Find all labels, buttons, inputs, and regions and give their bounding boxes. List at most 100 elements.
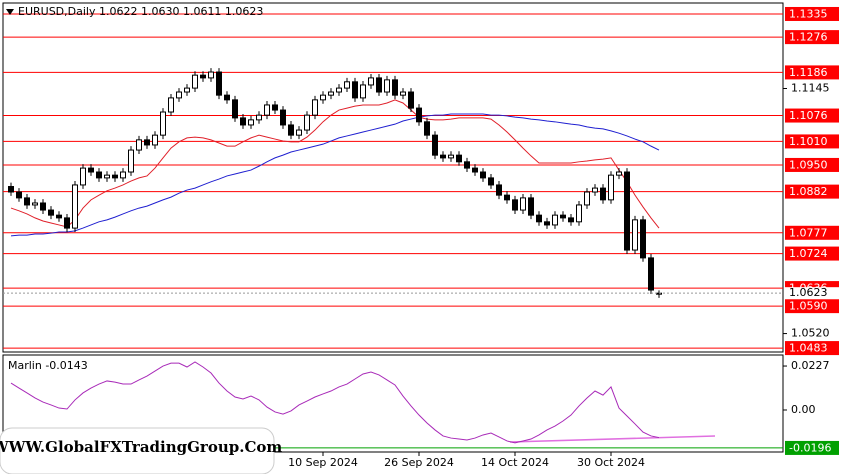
level-tag xyxy=(785,157,839,172)
candle-body xyxy=(288,124,294,136)
indicator-title: Marlin -0.0143 xyxy=(8,359,88,372)
candle-body xyxy=(312,99,318,116)
level-label: 1.0950 xyxy=(789,158,828,171)
candle-body xyxy=(432,134,438,156)
candle-body xyxy=(424,121,430,136)
candle-body xyxy=(136,139,142,151)
level-tag xyxy=(785,341,839,356)
candle-body xyxy=(264,104,270,116)
indicator-line xyxy=(10,361,660,444)
candle-body xyxy=(616,171,622,176)
candle-body xyxy=(168,97,174,113)
candle-body xyxy=(536,214,542,223)
level-label: 1.0882 xyxy=(789,185,828,198)
candle-body xyxy=(200,74,206,79)
candle-body xyxy=(216,71,222,96)
x-tick-label: 26 Sep 2024 xyxy=(384,456,454,469)
candle-body xyxy=(232,99,238,119)
candle-body xyxy=(64,217,70,229)
candle-body xyxy=(552,214,558,226)
candle-body xyxy=(456,154,462,163)
candle-body xyxy=(208,71,214,79)
level-label: 1.0590 xyxy=(789,300,828,313)
level-label: 1.1335 xyxy=(789,7,828,20)
candle-body xyxy=(520,197,526,211)
y-tick-label: 1.0520 xyxy=(791,327,830,340)
chart-title: EURUSD,Daily 1.0622 1.0630 1.0611 1.0623 xyxy=(18,5,263,18)
level-label: 1.0483 xyxy=(789,342,828,355)
y-tick-label: 1.1145 xyxy=(791,81,830,94)
moving-average xyxy=(10,113,660,237)
candle-body xyxy=(392,79,398,96)
candle-body xyxy=(336,87,342,93)
candle-body xyxy=(640,219,646,259)
candle-body xyxy=(240,117,246,126)
candle-body xyxy=(296,129,302,136)
candle-body xyxy=(272,104,278,111)
moving-average xyxy=(10,99,660,229)
candle-body xyxy=(512,199,518,211)
candle-body xyxy=(480,171,486,179)
level-tag xyxy=(785,184,839,199)
level-label: 1.0724 xyxy=(789,247,828,260)
candle-body xyxy=(104,174,110,179)
candle-body xyxy=(192,74,198,89)
candle-body xyxy=(368,77,374,86)
price-tag xyxy=(785,287,839,300)
candle-body xyxy=(648,257,654,291)
plot-layer: 1.1145 1.0520 1.1335 1.1276 1.1186 1.1076 1.10… xyxy=(3,5,839,469)
candle-body xyxy=(496,184,502,196)
candle-body xyxy=(144,139,150,146)
candle-body xyxy=(440,154,446,159)
candle-body xyxy=(608,174,614,201)
candle-body xyxy=(464,161,470,169)
candle-body xyxy=(560,214,566,219)
candle-body xyxy=(448,154,454,159)
candle-body xyxy=(16,191,22,199)
indicator-panel xyxy=(2,354,784,453)
candle-body xyxy=(376,77,382,93)
candle-body xyxy=(504,194,510,201)
x-tick-label: 10 Sep 2024 xyxy=(288,456,358,469)
level-tag xyxy=(785,299,839,314)
level-tag xyxy=(785,440,839,455)
candle-body xyxy=(472,167,478,173)
y-tick-label: 0.00 xyxy=(791,403,816,416)
x-tick-label: 14 Oct 2024 xyxy=(481,456,549,469)
candle-body xyxy=(384,79,390,93)
level-tag xyxy=(785,30,839,45)
candle-body xyxy=(320,94,326,101)
candle-body xyxy=(112,174,118,179)
candle-body xyxy=(304,114,310,131)
candle-body xyxy=(120,171,126,179)
level-tag xyxy=(785,134,839,149)
level-label: 1.1076 xyxy=(789,109,828,122)
candle-body xyxy=(8,186,14,193)
candle-body xyxy=(632,219,638,251)
candle-body xyxy=(160,111,166,136)
candle-body xyxy=(80,167,86,186)
candle-body xyxy=(224,94,230,101)
watermark-box xyxy=(0,427,275,474)
level-tag xyxy=(785,246,839,261)
candle-body xyxy=(248,119,254,126)
candle-body xyxy=(56,214,62,219)
candle-body xyxy=(72,184,78,229)
candle-body xyxy=(88,167,94,173)
candle-body xyxy=(48,209,54,216)
menu-triangle xyxy=(6,9,14,15)
level-tag xyxy=(785,108,839,123)
level-label: 1.1276 xyxy=(789,31,828,44)
candle-body xyxy=(528,197,534,216)
level-label: 1.1186 xyxy=(789,66,828,79)
candle-body xyxy=(280,109,286,126)
candle-body xyxy=(344,81,350,89)
candle-body xyxy=(416,107,422,123)
candle-body xyxy=(624,171,630,251)
y-tick-label: 0.0227 xyxy=(791,359,830,372)
candle-body xyxy=(400,91,406,96)
level-label: -0.0196 xyxy=(789,441,831,454)
candle-body xyxy=(176,91,182,99)
